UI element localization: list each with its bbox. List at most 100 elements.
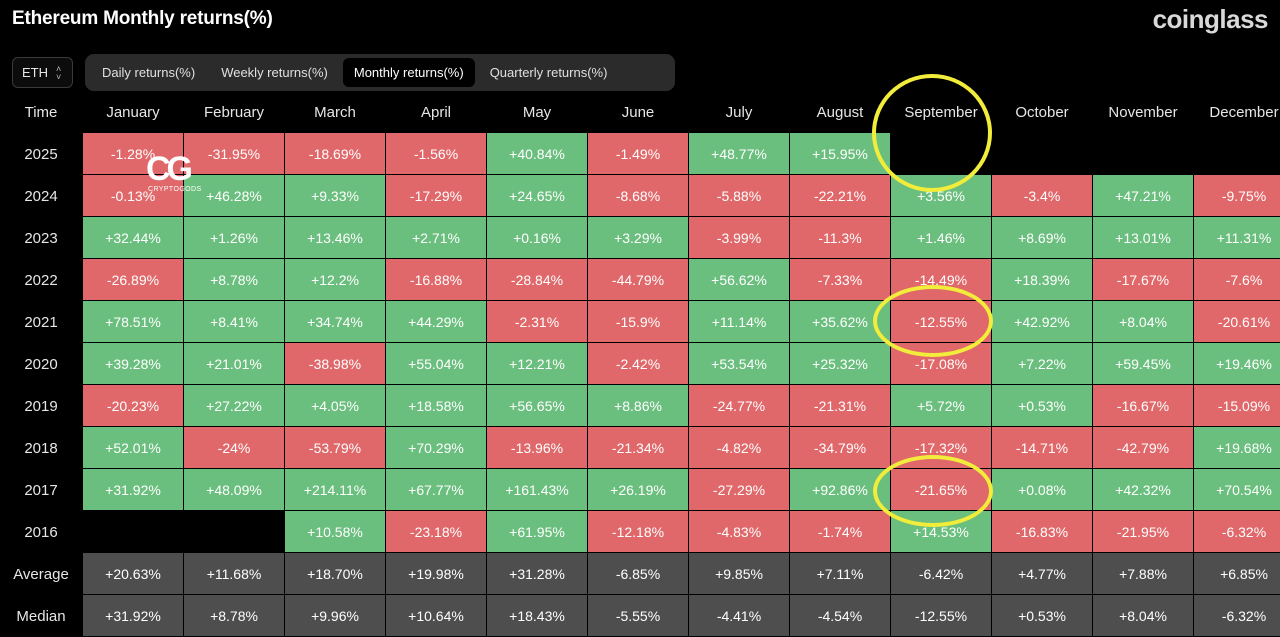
return-cell: +44.29% bbox=[386, 301, 486, 342]
stat-cell: +11.68% bbox=[184, 553, 284, 594]
return-cell: -4.82% bbox=[689, 427, 789, 468]
return-cell: +56.65% bbox=[487, 385, 587, 426]
month-header-august: August bbox=[816, 103, 864, 121]
year-label: 2018 bbox=[24, 439, 58, 457]
year-label: 2024 bbox=[24, 187, 58, 205]
return-cell bbox=[992, 133, 1092, 174]
stat-cell: -6.32% bbox=[1194, 595, 1280, 636]
tab-quarterly-returns[interactable]: Quarterly returns(%) bbox=[489, 65, 608, 80]
return-cell: -26.89% bbox=[83, 259, 183, 300]
stat-cell: +6.85% bbox=[1194, 553, 1280, 594]
return-cell: +39.28% bbox=[83, 343, 183, 384]
return-cell: +8.04% bbox=[1093, 301, 1193, 342]
return-cell: -53.79% bbox=[285, 427, 385, 468]
return-cell: +1.46% bbox=[891, 217, 991, 258]
return-cell: +0.08% bbox=[992, 469, 1092, 510]
return-cell: -17.67% bbox=[1093, 259, 1193, 300]
return-cell: +11.14% bbox=[689, 301, 789, 342]
year-row-2020: 2020 +39.28% +21.01% -38.98% +55.04% +12.21% -… bbox=[0, 343, 1280, 385]
tab-daily-returns[interactable]: Daily returns(%) bbox=[102, 65, 196, 80]
return-cell: -15.9% bbox=[588, 301, 688, 342]
return-cell: +4.05% bbox=[285, 385, 385, 426]
stat-label: Median bbox=[16, 607, 66, 625]
return-cell: +52.01% bbox=[83, 427, 183, 468]
return-cell: -18.69% bbox=[285, 133, 385, 174]
return-cell: -14.49% bbox=[891, 259, 991, 300]
return-cell: -12.18% bbox=[588, 511, 688, 552]
month-header-june: June bbox=[621, 103, 655, 121]
month-header-september: September bbox=[904, 103, 978, 121]
return-cell: +31.92% bbox=[83, 469, 183, 510]
month-header-december: December bbox=[1209, 103, 1279, 121]
stat-cell: -4.54% bbox=[790, 595, 890, 636]
return-cell: +42.32% bbox=[1093, 469, 1193, 510]
return-cell: +61.95% bbox=[487, 511, 587, 552]
return-cell: +12.2% bbox=[285, 259, 385, 300]
return-cell: +8.78% bbox=[184, 259, 284, 300]
stat-cell: +31.28% bbox=[487, 553, 587, 594]
return-cell: +48.09% bbox=[184, 469, 284, 510]
return-cell: +3.56% bbox=[891, 175, 991, 216]
tab-monthly-returns[interactable]: Monthly returns(%) bbox=[342, 58, 475, 87]
return-cell: -16.88% bbox=[386, 259, 486, 300]
return-cell: -7.33% bbox=[790, 259, 890, 300]
return-cell: -17.32% bbox=[891, 427, 991, 468]
watermark-text: CRYPTOGODS bbox=[148, 186, 202, 193]
tab-weekly-returns[interactable]: Weekly returns(%) bbox=[221, 65, 328, 80]
return-cell: -22.21% bbox=[790, 175, 890, 216]
stat-cell: +10.64% bbox=[386, 595, 486, 636]
return-cell: -21.95% bbox=[1093, 511, 1193, 552]
month-header-november: November bbox=[1108, 103, 1178, 121]
year-row-2018: 2018 +52.01% -24% -53.79% +70.29% -13.96% -21.… bbox=[0, 427, 1280, 469]
year-row-2021: 2021 +78.51% +8.41% +34.74% +44.29% -2.31% -15… bbox=[0, 301, 1280, 343]
return-cell: +214.11% bbox=[285, 469, 385, 510]
return-cell: +32.44% bbox=[83, 217, 183, 258]
return-cell: -0.13% bbox=[83, 175, 183, 216]
return-cell: +21.01% bbox=[184, 343, 284, 384]
return-cell: +8.86% bbox=[588, 385, 688, 426]
return-cell: -3.4% bbox=[992, 175, 1092, 216]
return-cell: -21.65% bbox=[891, 469, 991, 510]
return-cell: -7.6% bbox=[1194, 259, 1280, 300]
return-cell: -16.67% bbox=[1093, 385, 1193, 426]
return-cell: +92.86% bbox=[790, 469, 890, 510]
coinglass-logo: coinglass bbox=[1152, 4, 1269, 34]
return-cell: +1.26% bbox=[184, 217, 284, 258]
stat-cell: +7.88% bbox=[1093, 553, 1193, 594]
stat-cell: -5.55% bbox=[588, 595, 688, 636]
cryptogods-watermark: CG CRYPTOGODS bbox=[146, 152, 216, 202]
stat-cell: +20.63% bbox=[83, 553, 183, 594]
year-row-2016: 2016 +10.58% -23.18% +61.95% -12.18% -4.83% -1… bbox=[0, 511, 1280, 553]
table-header-row: Time January February March April May June July… bbox=[0, 91, 1280, 133]
month-header-october: October bbox=[1015, 103, 1069, 121]
return-cell: +70.54% bbox=[1194, 469, 1280, 510]
return-cell: +42.92% bbox=[992, 301, 1092, 342]
return-cell: -1.49% bbox=[588, 133, 688, 174]
return-cell: -12.55% bbox=[891, 301, 991, 342]
return-cell: +59.45% bbox=[1093, 343, 1193, 384]
return-cell: +13.01% bbox=[1093, 217, 1193, 258]
return-cell: +18.39% bbox=[992, 259, 1092, 300]
month-header-april: April bbox=[420, 103, 451, 121]
return-cell: +40.84% bbox=[487, 133, 587, 174]
return-cell: +18.58% bbox=[386, 385, 486, 426]
return-cell bbox=[1093, 133, 1193, 174]
stat-cell: +8.78% bbox=[184, 595, 284, 636]
return-cell: -1.28% bbox=[83, 133, 183, 174]
asset-select[interactable]: ETH ˄ ˅ bbox=[12, 57, 73, 88]
return-cell: -11.3% bbox=[790, 217, 890, 258]
return-cell: -21.31% bbox=[790, 385, 890, 426]
return-cell: +7.22% bbox=[992, 343, 1092, 384]
return-cell: -1.74% bbox=[790, 511, 890, 552]
return-cell: +2.71% bbox=[386, 217, 486, 258]
return-cell bbox=[83, 511, 183, 552]
return-cell: -31.95% bbox=[184, 133, 284, 174]
return-cell: -23.18% bbox=[386, 511, 486, 552]
stat-cell: +18.43% bbox=[487, 595, 587, 636]
return-cell: +0.16% bbox=[487, 217, 587, 258]
return-cell: +10.58% bbox=[285, 511, 385, 552]
month-header-july: July bbox=[725, 103, 753, 121]
monthly-returns-table: Time January February March April May June July… bbox=[0, 91, 1280, 637]
year-row-2022: 2022 -26.89% +8.78% +12.2% -16.88% -28.84% -44… bbox=[0, 259, 1280, 301]
stat-cell: -6.85% bbox=[588, 553, 688, 594]
